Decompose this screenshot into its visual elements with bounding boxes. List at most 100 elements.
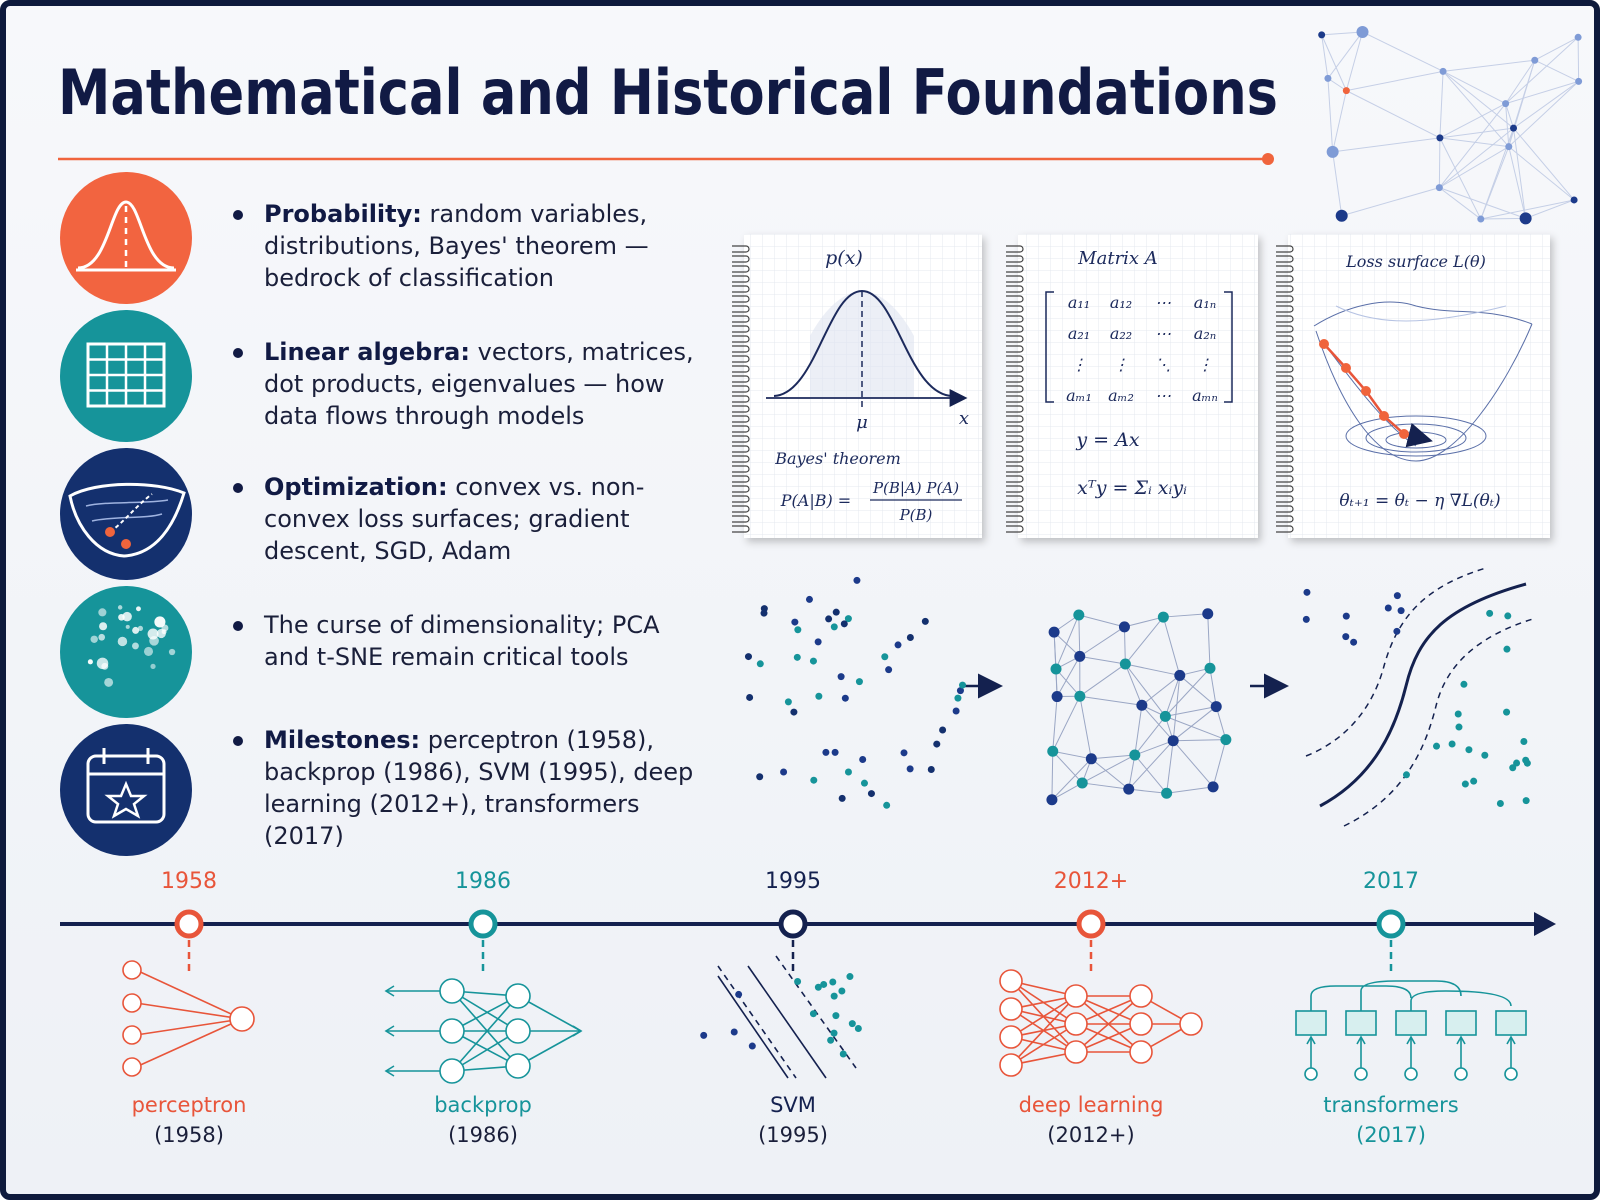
network-edge (1051, 782, 1083, 801)
icon-optimization (60, 448, 192, 580)
notebook-text: ⋮ (1071, 355, 1087, 374)
network-edge (1179, 675, 1217, 707)
scatter-dot (791, 618, 799, 626)
bullet-text: vectors, matrices, dot products, eigenva… (264, 338, 694, 430)
network-node (1073, 609, 1085, 621)
corner-edge (1321, 31, 1363, 36)
scatter-dot (939, 726, 947, 734)
class-dot (1522, 756, 1530, 764)
sketch-attention (1310, 980, 1512, 1011)
timeline-name: perceptron (132, 1093, 247, 1117)
network-edge (1078, 614, 1125, 628)
class-dot (1504, 612, 1512, 620)
sketch-arrow (384, 1025, 395, 1037)
sketch-node (505, 1018, 531, 1044)
notebook-text: aₘ₁ (1066, 386, 1092, 405)
corner-node (1335, 209, 1348, 222)
network-edge (1079, 663, 1126, 697)
scatter-dot (838, 794, 846, 802)
spiral-ring (1276, 445, 1294, 453)
notebook-text: ⋱ (1155, 355, 1171, 374)
bullet-label: Linear algebra: (264, 338, 470, 366)
corner-edge (1332, 90, 1347, 152)
corner-edge (1439, 187, 1482, 220)
network-edge (1172, 740, 1214, 788)
network-edge (1052, 750, 1092, 760)
corner-edge (1332, 151, 1343, 216)
scatter-dot (837, 673, 845, 681)
corner-node (1510, 124, 1518, 132)
sketch-arrow (1356, 1035, 1366, 1045)
spiral-ring (1006, 445, 1024, 453)
spiral-ring (732, 505, 750, 513)
spiral-ring (732, 415, 750, 423)
scatter-dot (900, 749, 908, 757)
sketch-line (451, 995, 519, 1072)
spiral-ring (1276, 355, 1294, 363)
spiral-ring (732, 355, 750, 363)
spiral-ring (732, 495, 750, 503)
sketch-node (999, 1053, 1023, 1077)
corner-node (1505, 143, 1513, 151)
notebook-text: a₁₂ (1110, 293, 1132, 312)
network-edge (1078, 614, 1081, 657)
spiral-ring (1006, 365, 1024, 373)
network-edge (1124, 663, 1143, 706)
corner-edge (1513, 81, 1579, 129)
scatter-dot (956, 687, 964, 695)
scatter-dot (744, 653, 752, 661)
network-node (1085, 753, 1097, 765)
timeline-name: backprop (434, 1093, 532, 1117)
corner-edge (1525, 199, 1575, 219)
sketch-dot (700, 1031, 708, 1039)
sketch-line (135, 1018, 243, 1068)
network-edge (1124, 616, 1164, 628)
scatter-dot (831, 748, 839, 756)
scatter-dot (841, 694, 849, 702)
spiral-ring (732, 465, 750, 473)
bullet-text: perceptron (1958), backprop (1986), SVM … (264, 726, 694, 850)
network-edge (1055, 614, 1080, 670)
sketch-line (1010, 995, 1077, 1038)
bullet: Probability: random variables, distribut… (264, 198, 704, 294)
corner-edge (1577, 37, 1580, 82)
sketch-line (1075, 995, 1142, 1053)
sketch-line (451, 990, 519, 1067)
bullet-dot (233, 736, 243, 746)
corner-edge (1439, 103, 1506, 139)
class-dot (1384, 604, 1392, 612)
corner-edge (1439, 146, 1510, 189)
network-node (1202, 608, 1214, 620)
network-edge (1166, 740, 1174, 794)
sketch-arrow (1306, 1035, 1316, 1045)
network-edge (1134, 716, 1166, 756)
sketch-node (439, 978, 465, 1004)
spiral-ring (1006, 435, 1024, 443)
network-edge (1090, 758, 1130, 790)
sketch-dot (829, 978, 837, 986)
corner-edge (1480, 217, 1526, 220)
network-edge (1215, 706, 1227, 740)
spiral-ring (732, 455, 750, 463)
network-edge (1207, 613, 1211, 669)
spiral-ring (1276, 315, 1294, 323)
network-edge (1165, 715, 1227, 741)
corner-network (1318, 25, 1583, 225)
scatter-dot (894, 641, 902, 649)
sketch-dot (814, 983, 822, 991)
corner-edge (1442, 70, 1514, 129)
data-illustrations (744, 567, 1537, 827)
icon-dot (104, 677, 114, 687)
notebook-text: a₂₁ (1068, 324, 1090, 343)
sketch-dot (730, 1028, 738, 1036)
corner-edge (1505, 59, 1536, 104)
scatter-dot (746, 693, 754, 701)
network-node (1074, 690, 1086, 702)
sketch-node (1404, 1067, 1418, 1081)
timeline-year-label: (2012+) (1047, 1123, 1134, 1147)
network-edge (1134, 740, 1174, 756)
corner-edge (1443, 59, 1535, 72)
network-edge (1052, 750, 1083, 784)
spiral-ring (1276, 325, 1294, 333)
sketch-dot (839, 1050, 847, 1058)
